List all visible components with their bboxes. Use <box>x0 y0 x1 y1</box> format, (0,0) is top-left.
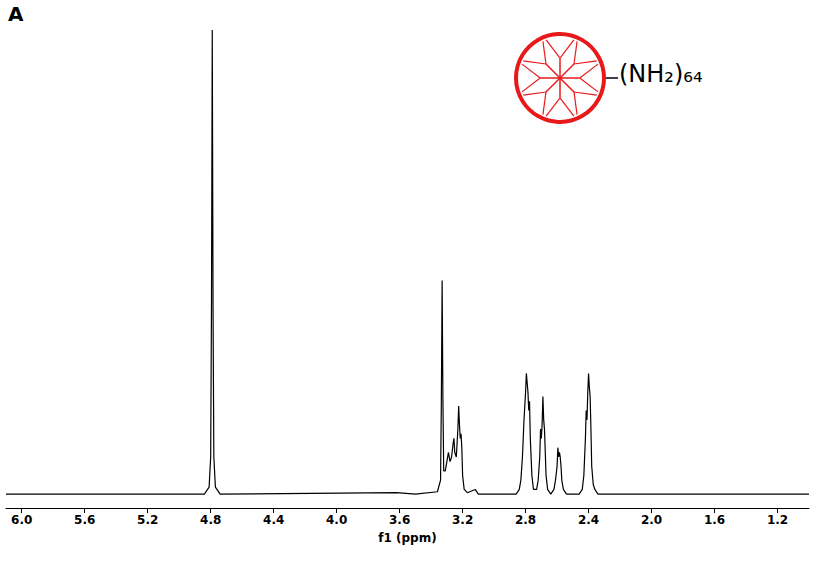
svg-text:6.0: 6.0 <box>11 513 32 527</box>
svg-text:4.0: 4.0 <box>326 513 347 527</box>
svg-text:5.2: 5.2 <box>137 513 158 527</box>
svg-text:2.8: 2.8 <box>515 513 536 527</box>
svg-text:5.6: 5.6 <box>74 513 95 527</box>
svg-text:3.6: 3.6 <box>389 513 410 527</box>
svg-text:A: A <box>8 2 24 26</box>
svg-text:3.2: 3.2 <box>452 513 473 527</box>
svg-text:4.8: 4.8 <box>200 513 221 527</box>
svg-text:2.4: 2.4 <box>578 513 599 527</box>
svg-text:2.0: 2.0 <box>641 513 662 527</box>
svg-text:f1 (ppm): f1 (ppm) <box>378 531 436 545</box>
svg-text:1.2: 1.2 <box>767 513 788 527</box>
svg-text:1.6: 1.6 <box>704 513 725 527</box>
svg-text:(NH₂)₆₄: (NH₂)₆₄ <box>619 60 703 88</box>
svg-text:4.4: 4.4 <box>263 513 284 527</box>
